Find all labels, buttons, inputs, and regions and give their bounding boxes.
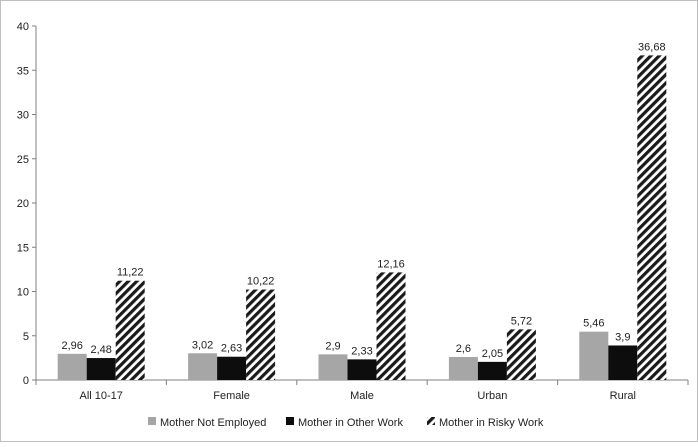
data-label: 2,96 [61, 340, 82, 352]
data-label: 2,9 [325, 340, 340, 352]
legend-label: Mother in Other Work [298, 417, 403, 429]
y-tick-label: 0 [23, 375, 29, 387]
data-label: 5,46 [583, 318, 604, 330]
bar [86, 358, 116, 380]
bar [57, 353, 87, 380]
y-tick-label: 10 [17, 287, 29, 299]
data-label: 36,68 [638, 41, 666, 53]
legend-label: Mother Not Employed [160, 417, 266, 429]
bar [115, 280, 145, 380]
data-label: 2,33 [351, 345, 372, 357]
value-labels-group: 2,96 2,48 11,22 3,02 2,63 10,22 2,9 2,33 12,16 2,… [61, 41, 665, 359]
bars-group [57, 55, 667, 381]
data-label: 10,22 [247, 276, 275, 288]
data-label: 2,05 [482, 348, 503, 360]
y-tick-label: 25 [17, 154, 29, 166]
y-tick-label: 15 [17, 242, 29, 254]
y-tick-label: 35 [17, 65, 29, 77]
bar [477, 361, 507, 380]
bar [637, 55, 667, 381]
bar [246, 289, 276, 380]
x-tick-label: Rural [610, 390, 636, 402]
bar [318, 354, 348, 380]
x-tick-label: Male [350, 390, 374, 402]
y-axis: 0 5 10 15 20 25 30 35 40 [17, 21, 37, 387]
bar [188, 353, 218, 380]
bar [347, 359, 377, 380]
data-label: 3,02 [192, 339, 213, 351]
data-label: 2,48 [90, 344, 111, 356]
legend-swatch [148, 417, 156, 425]
data-label: 2,63 [221, 343, 242, 355]
legend: Mother Not Employed Mother in Other Work M… [148, 417, 544, 429]
bar [217, 356, 247, 380]
legend-label: Mother in Risky Work [439, 417, 544, 429]
bar [579, 331, 609, 380]
data-label: 2,6 [456, 343, 471, 355]
y-tick-label: 40 [17, 21, 29, 33]
bar [376, 272, 406, 380]
x-tick-label: Female [213, 390, 250, 402]
y-tick-label: 20 [17, 198, 29, 210]
legend-swatch [286, 417, 294, 425]
y-tick-label: 5 [23, 331, 29, 343]
x-tick-label: Urban [477, 390, 507, 402]
data-label: 5,72 [511, 315, 532, 327]
x-tick-label: All 10-17 [79, 390, 122, 402]
data-label: 12,16 [377, 258, 405, 270]
data-label: 3,9 [615, 331, 630, 343]
bar [448, 356, 478, 380]
data-label: 11,22 [117, 267, 144, 279]
y-tick-label: 30 [17, 110, 29, 122]
bar [506, 329, 536, 380]
legend-swatch [427, 417, 435, 425]
bar [608, 345, 638, 380]
